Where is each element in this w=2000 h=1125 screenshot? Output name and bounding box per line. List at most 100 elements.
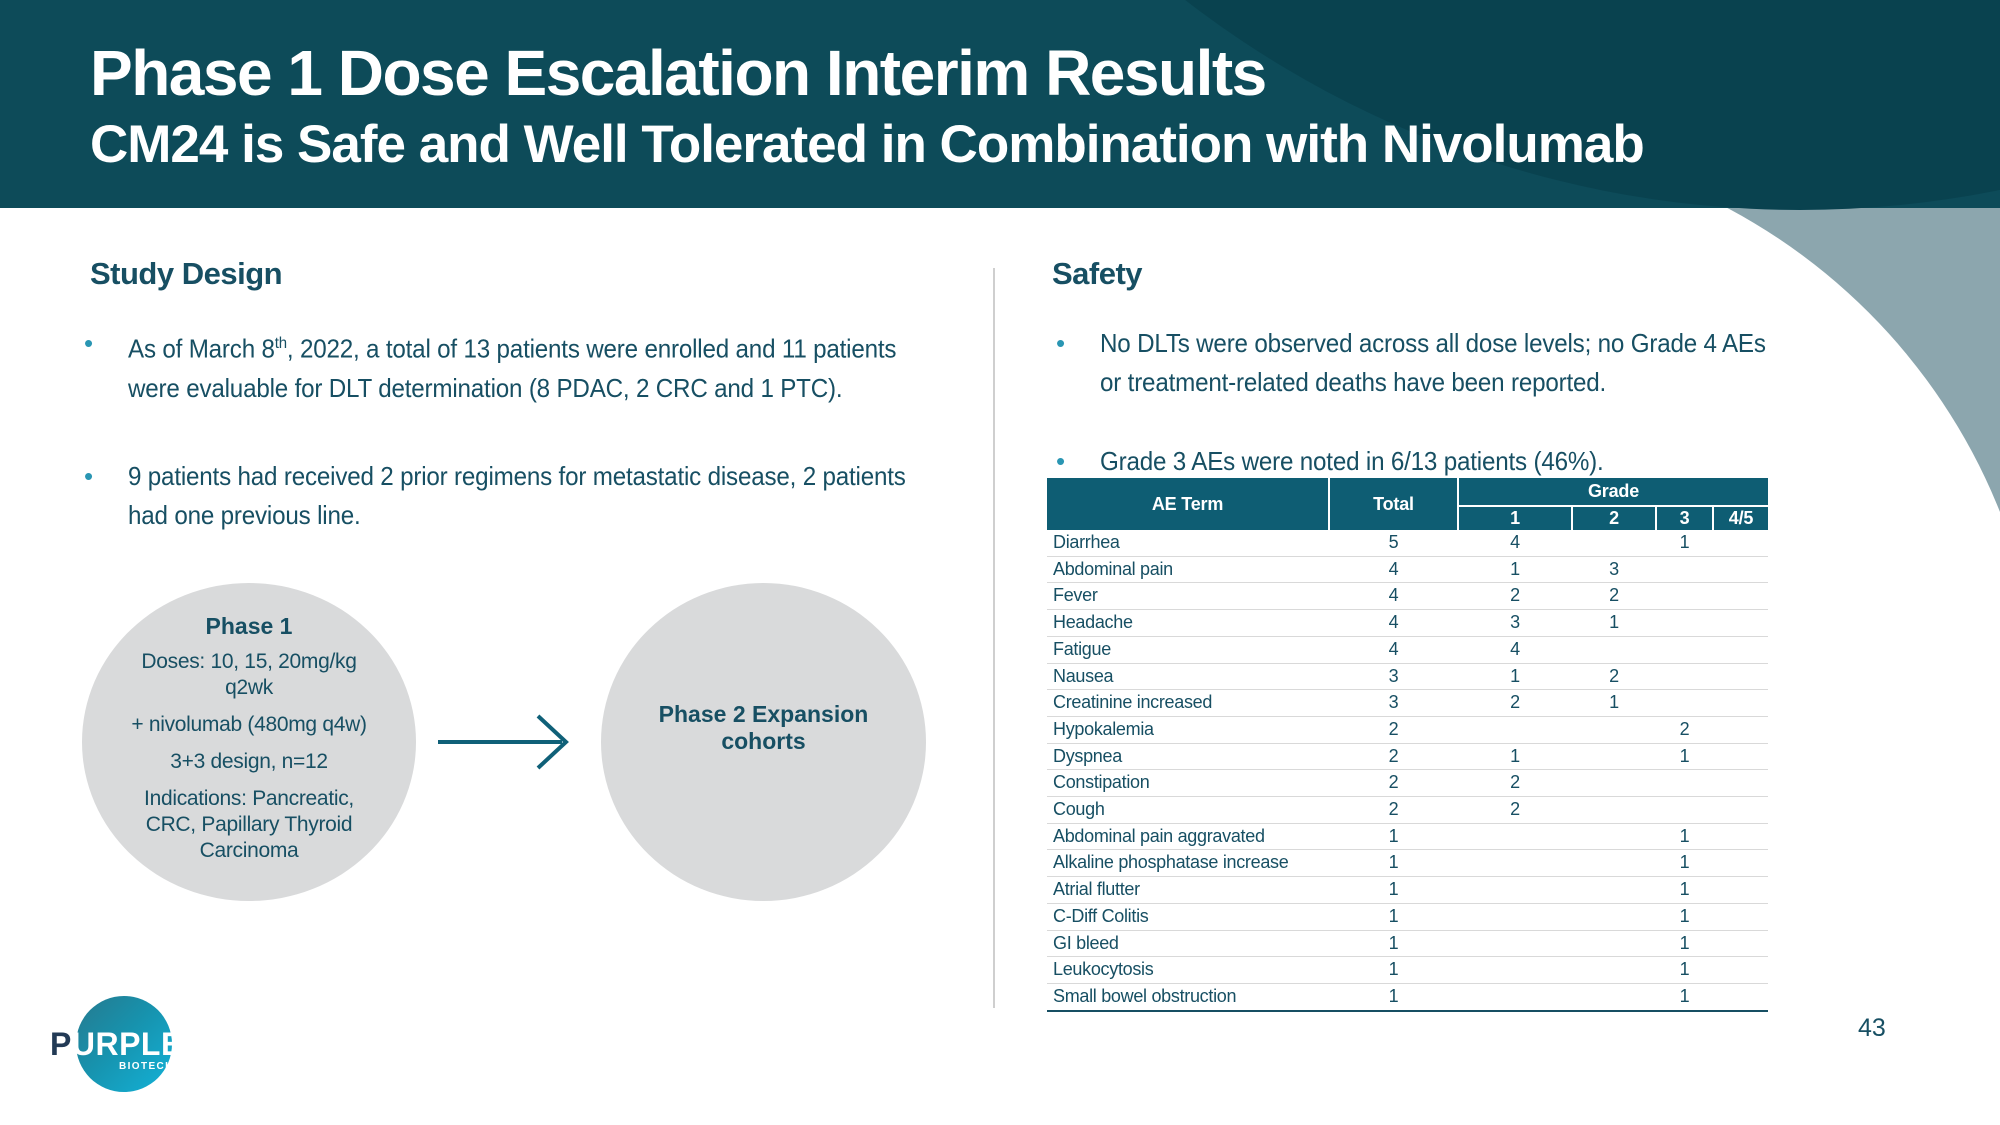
grade-2-cell: 3 bbox=[1572, 556, 1656, 584]
table-row: Nausea 3 1 2 bbox=[1047, 663, 1769, 691]
grade-1-cell bbox=[1458, 823, 1572, 851]
grade-3-cell: 1 bbox=[1656, 956, 1713, 984]
grade-3-cell bbox=[1656, 663, 1713, 691]
grade-1-cell bbox=[1458, 930, 1572, 958]
phase1-doses-line: Doses: 10, 15, 20mg/kg q2wk bbox=[141, 650, 357, 699]
grade-3-cell: 1 bbox=[1656, 849, 1713, 878]
slide-title: Phase 1 Dose Escalation Interim Results bbox=[90, 37, 1267, 109]
table-row: Diarrhea 5 4 1 bbox=[1047, 530, 1769, 557]
col-header-total: Total bbox=[1328, 478, 1458, 530]
table-row: Atrial flutter 1 1 bbox=[1047, 876, 1769, 904]
table-row: Cough 2 2 bbox=[1047, 796, 1769, 824]
grade-1-cell: 2 bbox=[1458, 582, 1572, 611]
grade-45-cell bbox=[1713, 609, 1769, 637]
grade-2-cell: 2 bbox=[1572, 582, 1656, 611]
grade-45-cell bbox=[1713, 983, 1769, 1012]
col-header-ae-term: AE Term bbox=[1047, 478, 1329, 530]
grade-2-cell: 1 bbox=[1572, 609, 1656, 637]
grade-2-cell bbox=[1572, 983, 1656, 1012]
phase1-indications-line: Indications: Pancreatic, CRC, Papillary … bbox=[144, 787, 354, 862]
total-cell: 1 bbox=[1329, 876, 1458, 904]
ae-term-cell: Cough bbox=[1047, 796, 1329, 824]
grade-2-cell bbox=[1572, 956, 1656, 984]
total-cell: 3 bbox=[1329, 689, 1458, 717]
table-row: GI bleed 1 1 bbox=[1047, 930, 1769, 958]
grade-2-cell bbox=[1572, 903, 1656, 931]
grade-3-cell bbox=[1656, 582, 1713, 611]
phase1-nivolumab-line: + nivolumab (480mg q4w) bbox=[131, 713, 367, 736]
ae-term-cell: Constipation bbox=[1047, 769, 1329, 798]
logo-brand-first-letter: P bbox=[50, 1026, 72, 1062]
table-row: Alkaline phosphatase increase 1 1 bbox=[1047, 849, 1769, 878]
grade-45-cell bbox=[1713, 930, 1769, 958]
grade-45-cell bbox=[1713, 849, 1769, 878]
table-row: Abdominal pain aggravated 1 1 bbox=[1047, 823, 1769, 851]
grade-2-cell bbox=[1572, 716, 1656, 744]
ae-term-cell: Creatinine increased bbox=[1047, 689, 1329, 717]
total-cell: 4 bbox=[1329, 636, 1458, 664]
total-cell: 4 bbox=[1329, 582, 1458, 611]
bullet-icon: • bbox=[1056, 446, 1066, 476]
grade-3-cell bbox=[1656, 769, 1713, 798]
grade-1-cell: 2 bbox=[1458, 689, 1572, 717]
grade-45-cell bbox=[1713, 823, 1769, 851]
bullet-icon: • bbox=[84, 328, 94, 358]
total-cell: 2 bbox=[1329, 743, 1458, 771]
ae-term-cell: Abdominal pain bbox=[1047, 556, 1329, 584]
total-cell: 4 bbox=[1329, 609, 1458, 637]
total-cell: 5 bbox=[1329, 530, 1458, 557]
table-row: Abdominal pain 4 1 3 bbox=[1047, 556, 1769, 584]
table-row: Fatigue 4 4 bbox=[1047, 636, 1769, 664]
ae-term-cell: Leukocytosis bbox=[1047, 956, 1329, 984]
table-row: Leukocytosis 1 1 bbox=[1047, 956, 1769, 984]
grade-2-cell bbox=[1572, 636, 1656, 664]
grade-1-cell bbox=[1458, 983, 1572, 1012]
logo-circle-icon bbox=[76, 996, 172, 1092]
table-row: C-Diff Colitis 1 1 bbox=[1047, 903, 1769, 931]
col-header-grade-45: 4/5 bbox=[1711, 506, 1769, 530]
total-cell: 3 bbox=[1329, 663, 1458, 691]
total-cell: 1 bbox=[1329, 903, 1458, 931]
grade-1-cell bbox=[1458, 956, 1572, 984]
grade-45-cell bbox=[1713, 716, 1769, 744]
bullet-icon: • bbox=[1056, 328, 1066, 358]
study-bullet-1: As of March 8th, 2022, a total of 13 pat… bbox=[128, 324, 909, 408]
total-cell: 1 bbox=[1329, 983, 1458, 1012]
grade-2-cell bbox=[1572, 823, 1656, 851]
grade-3-cell: 1 bbox=[1656, 903, 1713, 931]
ae-term-cell: Diarrhea bbox=[1047, 530, 1329, 557]
grade-2-cell bbox=[1572, 849, 1656, 878]
ae-term-cell: Headache bbox=[1047, 609, 1329, 637]
phase1-design-line: 3+3 design, n=12 bbox=[170, 750, 328, 773]
grade-45-cell bbox=[1713, 796, 1769, 824]
grade-45-cell bbox=[1713, 903, 1769, 931]
grade-45-cell bbox=[1713, 769, 1769, 798]
grade-3-cell: 2 bbox=[1656, 716, 1713, 744]
grade-45-cell bbox=[1713, 956, 1769, 984]
slide-subtitle: CM24 is Safe and Well Tolerated in Combi… bbox=[90, 115, 1645, 174]
table-row: Creatinine increased 3 2 1 bbox=[1047, 689, 1769, 717]
phase1-circle-title: Phase 1 bbox=[205, 613, 293, 639]
total-cell: 1 bbox=[1329, 956, 1458, 984]
study-bullet-1-post: , 2022, a total of 13 patients were enro… bbox=[128, 333, 897, 403]
grade-2-cell bbox=[1572, 876, 1656, 904]
grade-1-cell bbox=[1458, 849, 1572, 878]
total-cell: 1 bbox=[1329, 849, 1458, 878]
table-row: Small bowel obstruction 1 1 bbox=[1047, 983, 1769, 1012]
grade-1-cell: 4 bbox=[1458, 636, 1572, 664]
grade-45-cell bbox=[1713, 582, 1769, 611]
grade-45-cell bbox=[1713, 530, 1769, 557]
ae-table-body: Diarrhea 5 4 1 Abdominal pain 4 1 3 Feve… bbox=[1047, 530, 1769, 1012]
grade-45-cell bbox=[1713, 636, 1769, 664]
logo-biotech-text: BIOTECH bbox=[119, 1061, 174, 1072]
grade-2-cell: 2 bbox=[1572, 663, 1656, 691]
phase1-circle: Phase 1 Doses: 10, 15, 20mg/kg q2wk + ni… bbox=[82, 583, 416, 901]
total-cell: 2 bbox=[1329, 716, 1458, 744]
total-cell: 4 bbox=[1329, 556, 1458, 584]
grade-1-cell: 3 bbox=[1458, 609, 1572, 637]
col-header-grade-2: 2 bbox=[1571, 506, 1656, 530]
grade-45-cell bbox=[1713, 689, 1769, 717]
ae-table: AE Term Total Grade 1 2 3 4/5 Diarrhea 5… bbox=[1047, 478, 1769, 1012]
grade-45-cell bbox=[1713, 743, 1769, 771]
